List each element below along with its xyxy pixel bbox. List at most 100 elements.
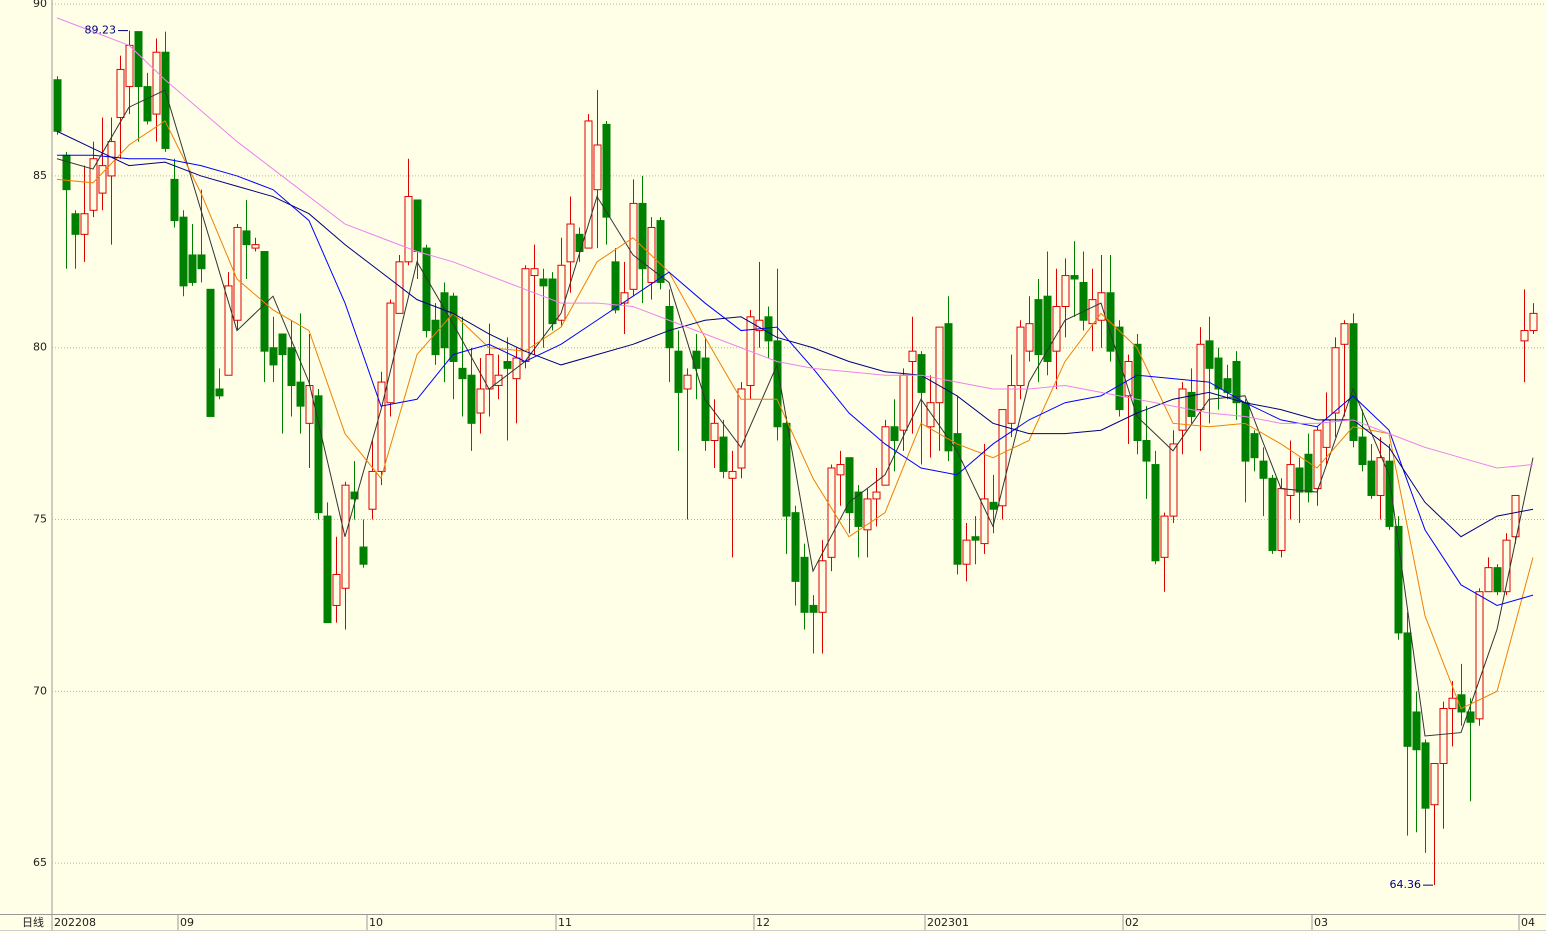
- candle-body: [773, 340, 782, 428]
- candle-body: [188, 254, 197, 283]
- candle-body: [1268, 477, 1277, 551]
- candle-body: [539, 278, 548, 287]
- candle-body: [224, 285, 233, 376]
- y-tick-label: 90: [33, 0, 47, 10]
- candle-body: [206, 288, 215, 417]
- candle-body: [368, 470, 377, 510]
- candle-body: [1322, 419, 1331, 448]
- x-tick-label: 03: [1314, 916, 1328, 929]
- candle-body: [476, 388, 485, 414]
- candle-body: [638, 202, 647, 270]
- candle-body: [1466, 711, 1475, 723]
- candle-body: [1529, 312, 1538, 332]
- candle-body: [269, 347, 278, 366]
- candle-body: [962, 539, 971, 565]
- x-tick-label: 202208: [54, 916, 96, 929]
- candle-body: [521, 268, 530, 362]
- candle-body: [1430, 762, 1439, 806]
- candle-body: [836, 464, 845, 476]
- candle-body: [584, 120, 593, 249]
- candle-body: [1259, 460, 1268, 479]
- candle-body: [674, 350, 683, 393]
- candle-body: [1079, 281, 1088, 321]
- moving-average: [57, 154, 1534, 606]
- candle-body: [1232, 360, 1241, 404]
- candle-body: [467, 374, 476, 424]
- candle-body: [683, 374, 692, 390]
- y-tick-label: 75: [33, 513, 47, 526]
- annotation-label: 64.36: [1390, 878, 1422, 891]
- candle-body: [1250, 433, 1259, 459]
- candle-body: [800, 556, 809, 613]
- candle-body: [692, 350, 701, 369]
- candle-body: [629, 202, 638, 290]
- candle-body: [1484, 567, 1493, 593]
- candle-body: [89, 158, 98, 211]
- candle-body: [791, 512, 800, 582]
- candle-body: [989, 501, 998, 510]
- candle-body: [386, 302, 395, 404]
- candle-body: [1025, 323, 1034, 352]
- candle-body: [1286, 464, 1295, 496]
- candle-body: [1088, 299, 1097, 325]
- candle-body: [575, 233, 584, 253]
- candle-body: [1034, 299, 1043, 356]
- candle-body: [1169, 443, 1178, 517]
- candle-body: [1043, 295, 1052, 362]
- candle-body: [1061, 275, 1070, 307]
- candle-body: [872, 491, 881, 500]
- candle-body: [1142, 440, 1151, 462]
- moving-average: [56, 130, 1534, 538]
- candle-body: [422, 247, 431, 332]
- candle-body: [1349, 323, 1358, 442]
- candle-body: [134, 31, 143, 88]
- candle-body: [1277, 488, 1286, 551]
- candle-body: [1367, 460, 1376, 496]
- candle-body: [431, 319, 440, 356]
- annotation-label: 89.23: [85, 24, 117, 37]
- candle-body: [971, 536, 980, 541]
- candle-body: [404, 196, 413, 263]
- y-tick-label: 70: [33, 684, 47, 697]
- candle-body: [863, 498, 872, 531]
- candle-body: [1457, 694, 1466, 713]
- candle-body: [116, 68, 125, 119]
- x-tick-label: 10: [369, 916, 383, 929]
- candle-body: [845, 457, 854, 514]
- candle-body: [944, 323, 953, 452]
- candle-body: [737, 388, 746, 469]
- candle-body: [1115, 326, 1124, 411]
- x-tick-label: 04: [1521, 916, 1535, 929]
- candle-body: [1160, 515, 1169, 558]
- candle-body: [1007, 385, 1016, 424]
- candle-body: [548, 278, 557, 325]
- candle-body: [440, 292, 449, 349]
- moving-average: [56, 89, 1534, 737]
- candle-body: [899, 374, 908, 431]
- y-tick-label: 80: [33, 341, 47, 354]
- candle-body: [1412, 711, 1421, 751]
- candle-body: [1016, 326, 1025, 387]
- candle-body: [917, 354, 926, 393]
- candle-body: [566, 223, 575, 263]
- candle-body: [413, 199, 422, 253]
- candle-body: [1205, 340, 1214, 369]
- candle-body: [251, 244, 260, 249]
- candle-body: [656, 220, 665, 283]
- candle-body: [1358, 436, 1367, 466]
- candle-body: [1475, 591, 1484, 720]
- candle-body: [1520, 330, 1529, 342]
- x-tick-label: 02: [1125, 916, 1139, 929]
- candle-body: [485, 354, 494, 390]
- candle-body: [908, 350, 917, 362]
- candle-body: [557, 264, 566, 321]
- candle-body: [179, 216, 188, 287]
- candle-body: [71, 213, 80, 235]
- candle-body: [1376, 457, 1385, 496]
- candle-body: [395, 261, 404, 314]
- candle-body: [935, 326, 944, 404]
- candle-body: [1241, 402, 1250, 462]
- x-tick-label: 11: [558, 916, 572, 929]
